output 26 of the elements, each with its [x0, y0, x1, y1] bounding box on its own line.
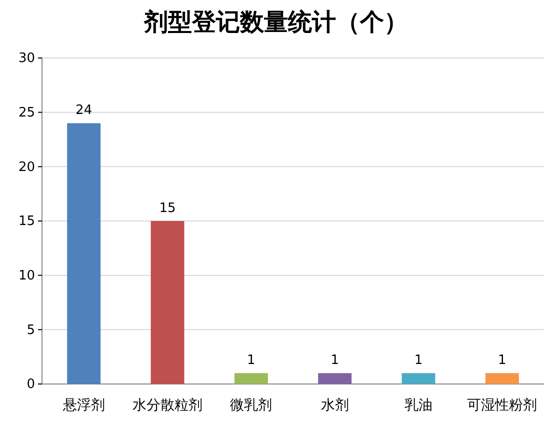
bar [318, 373, 352, 384]
chart-title: 剂型登记数量统计（个） [143, 8, 408, 36]
bar [150, 221, 184, 384]
bar [485, 373, 519, 384]
y-tick-label: 10 [18, 268, 35, 284]
x-tick-label: 悬浮剂 [62, 397, 105, 414]
y-tick-label: 0 [26, 377, 35, 392]
data-label: 1 [498, 353, 506, 368]
bar [234, 373, 268, 384]
data-label: 1 [414, 353, 423, 368]
x-tick-label: 可湿性粉剂 [467, 397, 538, 414]
y-tick-label: 5 [26, 322, 35, 338]
x-tick-label: 乳油 [404, 397, 432, 414]
bar [402, 373, 436, 384]
data-label: 15 [159, 201, 176, 216]
y-tick-label: 20 [18, 160, 35, 175]
data-label: 24 [76, 103, 92, 118]
data-label: 1 [330, 353, 339, 368]
y-tick-label: 15 [18, 214, 35, 230]
x-tick-label: 水剂 [320, 397, 349, 414]
x-tick-label: 微乳剂 [230, 397, 272, 414]
x-tick-label: 水分散粒剂 [132, 397, 202, 414]
bar [67, 123, 101, 384]
y-tick-label: 25 [18, 105, 35, 120]
data-label: 1 [247, 353, 256, 368]
y-tick-label: 30 [18, 51, 35, 66]
